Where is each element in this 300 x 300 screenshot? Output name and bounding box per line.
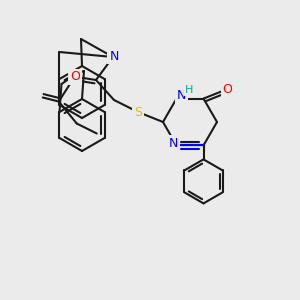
Text: N: N	[169, 137, 178, 150]
Text: S: S	[134, 106, 142, 119]
Text: N: N	[177, 89, 186, 102]
Text: O: O	[223, 83, 232, 96]
Text: H: H	[185, 85, 194, 94]
Text: O: O	[70, 70, 80, 83]
Text: N: N	[109, 50, 119, 62]
